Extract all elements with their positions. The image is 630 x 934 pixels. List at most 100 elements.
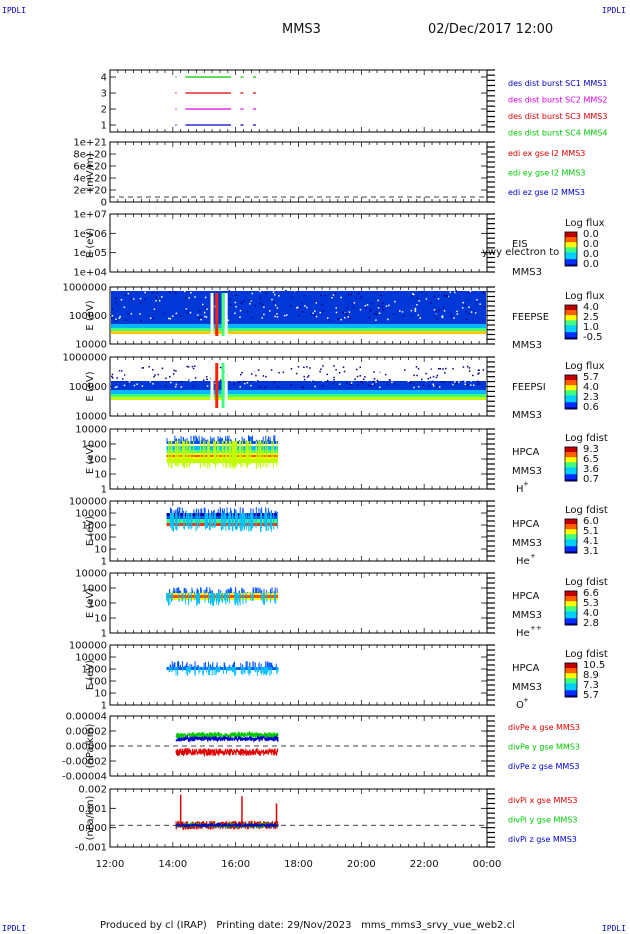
spectrogram-speckle bbox=[412, 293, 415, 296]
colorbar-tick-eis: 0.0 bbox=[583, 229, 599, 240]
spectrogram-speckle bbox=[229, 298, 232, 301]
spectrogram-speckle bbox=[356, 365, 358, 368]
legend-entry-burst: des dist burst SC1 MMS1 bbox=[508, 79, 607, 88]
spectrogram-speckle bbox=[187, 366, 190, 368]
panel-frame-burst bbox=[109, 69, 488, 133]
spectrogram-speckle bbox=[154, 365, 156, 368]
spectrogram-speckle bbox=[353, 302, 356, 304]
spectrogram-speckle bbox=[462, 301, 464, 304]
colorbar-swatch-hpca_o bbox=[565, 674, 577, 678]
spectrogram-speckle bbox=[468, 367, 471, 369]
spectrogram-speckle bbox=[250, 368, 253, 370]
colorbar-swatch-hpca_h bbox=[565, 475, 577, 479]
spectrogram-speckle bbox=[467, 312, 470, 315]
y-tick-label-divpe: -0.00004 bbox=[62, 772, 107, 783]
spectrogram-speckle bbox=[187, 367, 189, 370]
spectrogram-speckle bbox=[250, 300, 252, 302]
colorbar-swatch-hpca_hepp bbox=[565, 594, 577, 597]
colorbar-hpca_hepp bbox=[565, 591, 577, 626]
spectrogram-speckle bbox=[437, 298, 440, 300]
spectrogram-speckle bbox=[315, 315, 318, 318]
colorbar-swatch-hpca_he bbox=[565, 522, 577, 525]
spectrogram-speckle bbox=[343, 370, 346, 373]
legend-entry-divpi: divPi y gse MMS3 bbox=[508, 816, 577, 825]
spectrogram-speckle bbox=[425, 380, 428, 382]
spectrogram-speckle bbox=[219, 366, 222, 369]
spectrogram-speckle bbox=[414, 310, 417, 312]
colorbar-title-hpca_he: Log fdist bbox=[565, 505, 608, 516]
spectrogram-speckle bbox=[431, 380, 434, 383]
spectrogram-speckle bbox=[429, 376, 432, 379]
spectrogram-speckle bbox=[189, 311, 192, 314]
spectrogram-speckle bbox=[113, 365, 115, 368]
spectrogram-speckle bbox=[185, 297, 187, 299]
spectrogram-speckle bbox=[443, 294, 446, 297]
spectrogram-speckle bbox=[112, 377, 114, 379]
spectrogram-speckle bbox=[111, 375, 113, 378]
y-axis-label-divpe: (nPa/km) bbox=[85, 724, 96, 769]
spectrogram-speckle bbox=[189, 380, 192, 382]
spectrogram-speckle bbox=[193, 365, 196, 367]
spectrogram-speckle bbox=[171, 315, 174, 317]
spectrogram-speckle bbox=[197, 376, 200, 378]
spectrogram-speckle bbox=[188, 377, 190, 380]
spectrogram-speckle bbox=[187, 373, 189, 376]
spectrogram-speckle bbox=[111, 315, 114, 317]
colorbar-frame-eis bbox=[564, 231, 578, 267]
colorbar-swatch-hpca_h bbox=[565, 457, 577, 460]
spectrogram-speckle bbox=[454, 379, 456, 382]
spectrogram-speckle bbox=[439, 368, 442, 370]
spectrogram-speckle bbox=[415, 369, 417, 371]
spectrogram-speckle bbox=[347, 294, 350, 296]
spectrogram-speckle bbox=[229, 303, 232, 306]
colorbar-swatch-hpca_hepp bbox=[565, 623, 577, 626]
spectrogram-speckle bbox=[435, 376, 438, 379]
spectrogram-speckle bbox=[369, 374, 372, 377]
panel-frame-eis bbox=[109, 213, 488, 273]
spectrogram-speckle bbox=[312, 380, 314, 383]
colorbar-hpca_o bbox=[565, 663, 577, 698]
spectrogram-speckle bbox=[404, 369, 406, 371]
spectrogram-speckle bbox=[274, 315, 276, 318]
spacecraft-label-hpca_o: MMS3 bbox=[512, 682, 542, 693]
spectrogram-speckle bbox=[303, 378, 306, 381]
spectrogram-speckle bbox=[203, 311, 206, 314]
spectrogram-speckle bbox=[415, 366, 418, 368]
colorbar-swatch-hpca_o bbox=[565, 676, 577, 679]
colorbar-swatch-feeps_i bbox=[565, 385, 577, 388]
spectrogram-speckle bbox=[235, 305, 237, 308]
spectrogram-speckle bbox=[476, 299, 478, 301]
spectrogram-speckle bbox=[165, 377, 167, 380]
spectrogram-speckle bbox=[123, 384, 126, 387]
colorbar-tick-hpca_hepp: 5.3 bbox=[583, 598, 599, 609]
colorbar-swatch-hpca_he bbox=[565, 547, 577, 551]
spectrogram-speckle bbox=[326, 317, 329, 319]
colorbar-eis bbox=[565, 232, 577, 267]
spectrogram-speckle bbox=[241, 371, 243, 374]
footer-produced-by: Produced by cl (IRAP) bbox=[100, 920, 207, 931]
colorbar-swatch-hpca_hepp bbox=[565, 618, 577, 621]
spectrogram-speckle bbox=[393, 383, 396, 385]
y-tick-label-hpca_he: 100 bbox=[88, 533, 107, 544]
spectrogram-speckle bbox=[243, 300, 245, 302]
spectrogram-speckle bbox=[201, 373, 203, 376]
spectrogram-speckle bbox=[153, 308, 156, 311]
spectrogram-speckle bbox=[375, 319, 377, 321]
y-tick-label-hpca_hepp: 1000 bbox=[82, 584, 107, 595]
spectrogram-speckle bbox=[379, 386, 381, 389]
spectrogram-speckle bbox=[320, 368, 322, 370]
spectrogram-speckle bbox=[322, 365, 324, 367]
ion-label-hpca_he: He bbox=[516, 556, 530, 567]
spectrogram-speckle bbox=[378, 312, 381, 315]
y-tick-label-hpca_hepp: 100 bbox=[88, 599, 107, 610]
spectrogram-speckle bbox=[411, 375, 413, 378]
spectrogram-speckle bbox=[304, 374, 306, 376]
spectrogram-speckle bbox=[306, 376, 309, 378]
colorbar-tick-hpca_hepp: 2.8 bbox=[583, 618, 599, 629]
spectrogram-speckle bbox=[111, 308, 114, 311]
spectrogram-speckle bbox=[382, 302, 384, 305]
spectrogram-speckle bbox=[302, 311, 304, 313]
spectrogram-speckle bbox=[301, 371, 304, 373]
colorbar-swatch-eis bbox=[565, 245, 577, 248]
colorbar-swatch-hpca_o bbox=[565, 673, 577, 676]
